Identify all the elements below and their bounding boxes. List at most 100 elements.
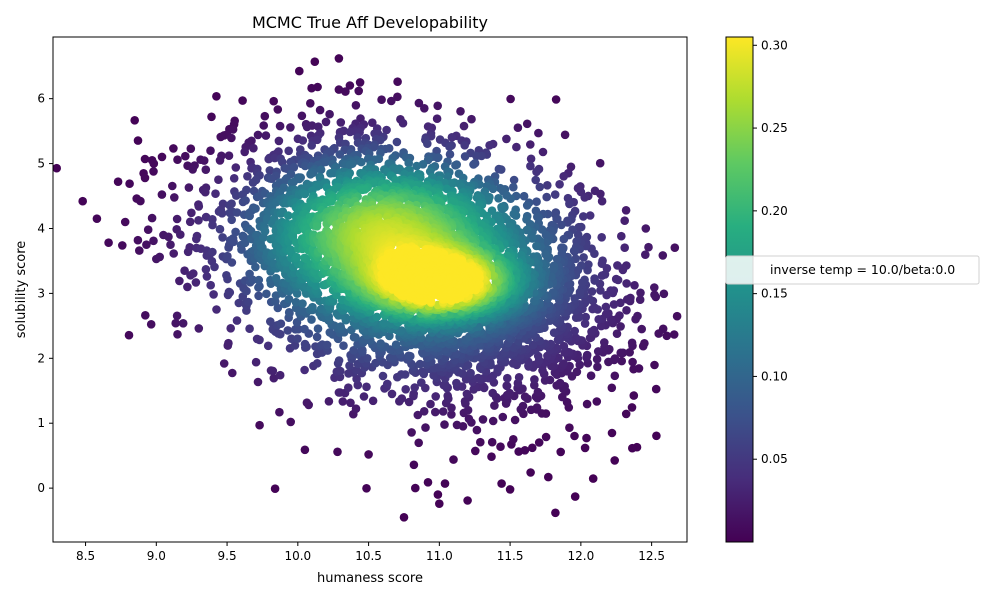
scatter-point	[540, 376, 550, 385]
scatter-point	[636, 288, 645, 298]
scatter-point	[289, 163, 299, 172]
scatter-point	[149, 236, 158, 246]
scatter-point	[169, 249, 178, 258]
scatter-point	[345, 361, 354, 371]
scatter-point	[404, 158, 414, 168]
scatter-point	[363, 354, 372, 363]
scatter-point	[552, 214, 561, 224]
scatter-point	[341, 87, 350, 96]
scatter-point	[528, 443, 537, 453]
legend-label: inverse temp = 10.0/beta:0.0	[770, 262, 955, 277]
scatter-point	[485, 141, 494, 150]
scatter-point	[173, 330, 182, 339]
scatter-point	[582, 433, 591, 443]
scatter-point	[212, 305, 221, 314]
scatter-point	[509, 435, 518, 444]
scatter-point	[592, 354, 602, 364]
scatter-point	[423, 139, 432, 148]
y-tick-label: 0	[37, 481, 45, 495]
scatter-point	[104, 238, 113, 247]
scatter-point	[245, 269, 254, 279]
scatter-point	[376, 339, 386, 348]
scatter-point	[325, 109, 334, 119]
scatter-point	[528, 234, 537, 243]
scatter-point	[423, 478, 433, 487]
scatter-point	[175, 276, 184, 286]
scatter-point	[351, 333, 360, 342]
scatter-point	[627, 403, 637, 412]
scatter-point	[307, 315, 316, 324]
scatter-point	[494, 194, 503, 203]
scatter-point	[654, 329, 663, 338]
scatter-point	[298, 136, 308, 145]
scatter-point	[472, 425, 482, 435]
scatter-point	[628, 357, 637, 367]
scatter-point	[172, 311, 182, 321]
scatter-point	[432, 114, 442, 123]
scatter-point	[410, 383, 420, 392]
y-axis-label: solubility score	[14, 241, 29, 339]
colorbar-tick-label: 0.25	[761, 121, 788, 135]
scatter-point	[610, 354, 620, 363]
scatter-point	[532, 241, 541, 251]
scatter-point	[447, 133, 457, 142]
colorbar-tick-label: 0.15	[761, 287, 788, 301]
scatter-point	[313, 324, 323, 334]
scatter-point	[208, 247, 217, 257]
scatter-point	[368, 396, 378, 406]
scatter-point	[290, 341, 300, 350]
scatter-point	[251, 262, 260, 272]
scatter-point	[519, 191, 529, 201]
scatter-point	[387, 389, 397, 399]
scatter-point	[336, 118, 346, 127]
scatter-point	[212, 92, 221, 101]
scatter-point	[227, 133, 236, 143]
y-tick-label: 4	[37, 221, 45, 235]
scatter-point	[498, 412, 508, 422]
scatter-point	[445, 150, 455, 159]
scatter-point	[526, 468, 535, 477]
scatter-point	[526, 154, 536, 164]
scatter-point	[597, 233, 606, 242]
scatter-point	[248, 178, 258, 187]
scatter-point	[542, 192, 551, 202]
scatter-point	[352, 374, 361, 384]
scatter-point	[245, 324, 254, 334]
scatter-point	[502, 134, 511, 144]
scatter-point	[255, 335, 264, 345]
scatter-point	[391, 175, 400, 185]
scatter-point	[185, 243, 194, 252]
scatter-point	[522, 201, 532, 210]
scatter-point	[526, 140, 535, 149]
scatter-point	[321, 157, 330, 167]
scatter-point	[155, 252, 164, 262]
scatter-point	[208, 220, 217, 230]
scatter-point	[176, 230, 185, 239]
scatter-point	[183, 282, 192, 292]
scatter-point	[334, 85, 344, 94]
scatter-point	[494, 164, 504, 174]
scatter-point	[267, 174, 277, 183]
scatter-point	[596, 321, 606, 331]
scatter-point	[541, 432, 551, 442]
scatter-point	[164, 232, 173, 242]
scatter-point	[440, 479, 450, 488]
scatter-point	[486, 358, 495, 367]
scatter-point	[565, 199, 574, 209]
scatter-point	[616, 322, 625, 331]
scatter-point	[592, 397, 602, 406]
scatter-point	[534, 128, 543, 138]
scatter-point	[345, 160, 354, 170]
scatter-point	[644, 242, 653, 252]
scatter-point	[241, 196, 250, 205]
scatter-point	[622, 279, 631, 288]
x-tick-label: 8.5	[76, 549, 95, 563]
scatter-point	[560, 348, 569, 357]
scatter-point	[549, 328, 559, 338]
scatter-point	[388, 353, 398, 362]
scatter-point	[275, 121, 285, 131]
scatter-point	[433, 153, 442, 163]
scatter-point	[202, 272, 212, 281]
scatter-point	[550, 190, 560, 199]
